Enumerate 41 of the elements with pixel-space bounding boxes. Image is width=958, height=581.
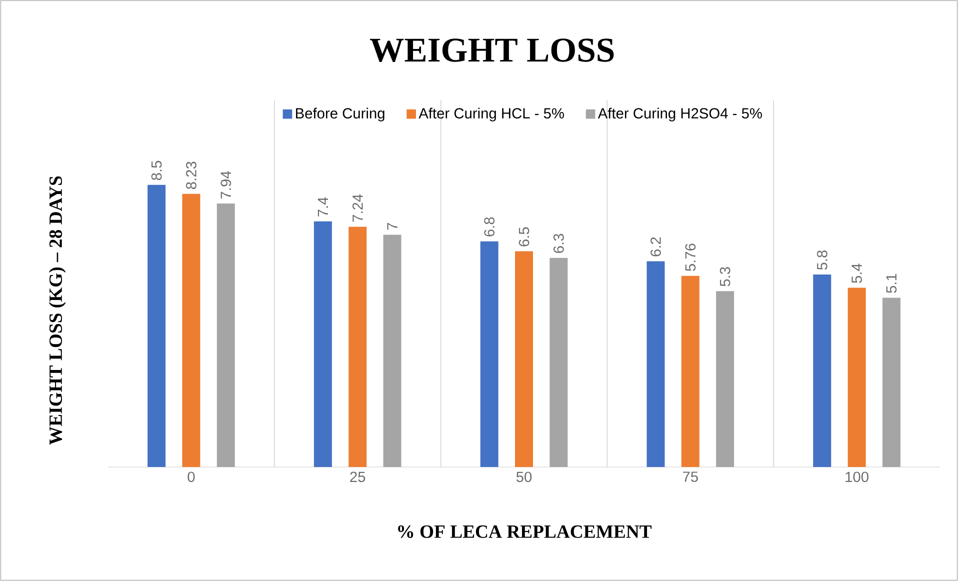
data-label: 5.1	[886, 274, 897, 293]
data-label: 5.8	[816, 250, 828, 270]
x-tick-label: 100	[846, 472, 868, 482]
bar	[716, 291, 734, 467]
data-label: 8.23	[186, 162, 196, 189]
legend-label: After Curing H2SO4 - 5%	[598, 108, 762, 122]
bar	[646, 261, 665, 467]
bar	[813, 274, 832, 467]
data-label: 6.2	[650, 237, 661, 256]
bar	[148, 184, 166, 467]
bar	[848, 288, 866, 467]
y-axis-title: WEIGHT LOSS (KG) – 28 DAYS	[48, 176, 66, 445]
data-label: 6.3	[553, 234, 564, 253]
data-label: 7.4	[318, 197, 328, 216]
x-tick-label: 75	[682, 472, 698, 482]
x-tick-label: 50	[516, 472, 532, 482]
bar	[216, 204, 235, 467]
bar	[314, 221, 332, 467]
data-label: 7.94	[220, 171, 232, 198]
data-label: 5.76	[685, 244, 696, 272]
data-label: 6.5	[518, 227, 530, 246]
data-label: 6.8	[484, 217, 495, 236]
bar	[882, 298, 900, 467]
legend-label: Before Curing	[296, 108, 384, 122]
bar	[550, 258, 568, 467]
x-tick-label: 25	[350, 472, 366, 482]
bar	[182, 194, 200, 467]
x-tick-label: 0	[188, 472, 195, 482]
x-axis-title: % OF LECA REPLACEMENT	[398, 525, 652, 538]
data-label: 8.5	[151, 160, 162, 180]
chart-title: WEIGHT LOSS	[370, 38, 614, 62]
bar	[348, 226, 367, 467]
data-label: 5.3	[720, 267, 730, 286]
data-label: 5.4	[852, 264, 862, 283]
data-label: 7.24	[352, 194, 363, 222]
bar	[383, 234, 402, 467]
bar	[480, 241, 498, 467]
data-label: 7	[387, 223, 398, 230]
bar	[515, 251, 533, 467]
legend-label: After Curing HCL - 5%	[418, 108, 564, 122]
bar	[681, 276, 700, 467]
